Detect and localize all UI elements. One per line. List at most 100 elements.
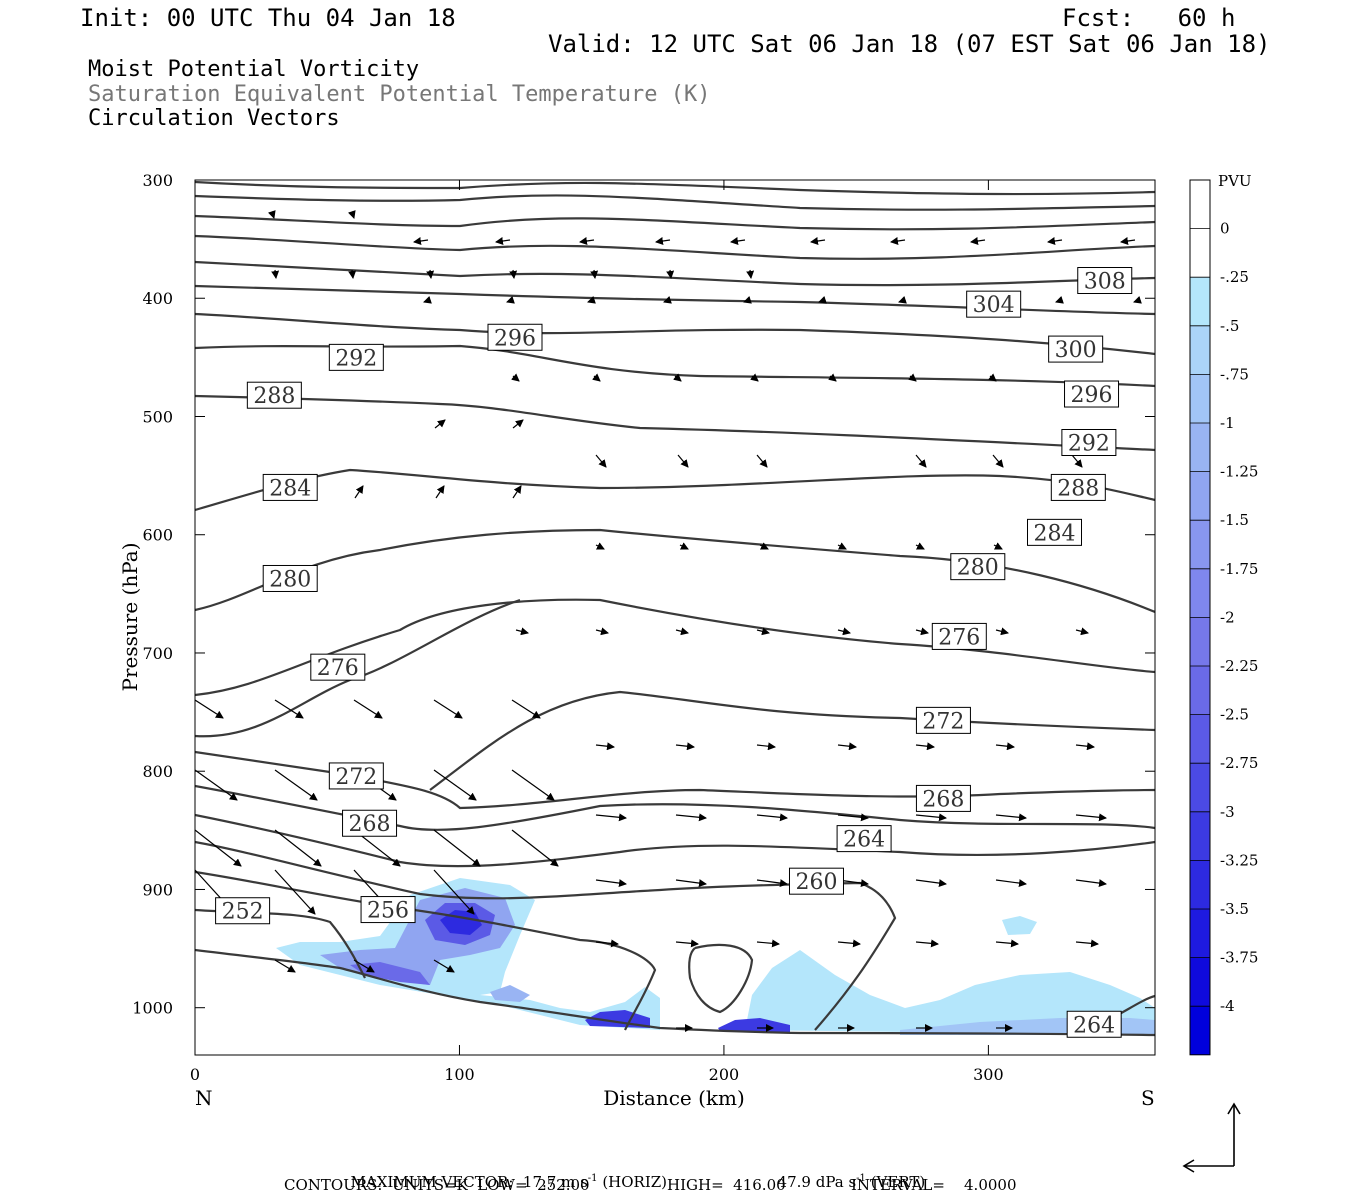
- colorbar-swatch: [1190, 617, 1210, 666]
- vector-arrow: [595, 742, 615, 751]
- contour-label: 288: [246, 381, 302, 409]
- vector-arrow: [837, 939, 861, 948]
- vector-arrow: [993, 542, 1003, 550]
- contour-label: 276: [310, 653, 366, 681]
- colorbar-swatch: [1190, 228, 1210, 278]
- contour-label: 260: [788, 867, 844, 895]
- vector-arrow: [511, 699, 541, 719]
- colorbar-label: -3.75: [1220, 949, 1258, 967]
- contour-label: 304: [966, 290, 1022, 318]
- valid-time: Valid: 12 UTC Sat 06 Jan 18 (07 EST Sat …: [548, 30, 1271, 58]
- colorbar-swatch: [1190, 909, 1210, 958]
- vector-arrow: [354, 485, 364, 499]
- colorbar-swatch: [1190, 1006, 1210, 1055]
- vector-arrow: [271, 269, 280, 279]
- pv-area-light-south: [745, 950, 1155, 1035]
- contour-label: 256: [360, 896, 416, 924]
- colorbar-label: -3.25: [1220, 851, 1258, 869]
- vector-arrow: [512, 419, 524, 429]
- title-sat-theta-e: Saturation Equivalent Potential Temperat…: [88, 82, 711, 107]
- vector-arrow: [195, 829, 242, 867]
- vector-arrow: [810, 237, 826, 245]
- colorbar-label: -1.75: [1220, 560, 1258, 578]
- contour-line: [195, 214, 1155, 231]
- colorbar-label: -1.25: [1220, 463, 1258, 481]
- contour-label-text: 260: [795, 870, 837, 895]
- colorbar-label: -2.75: [1220, 754, 1258, 772]
- contour-label: 292: [328, 343, 384, 371]
- contour-line: [195, 813, 1155, 868]
- vector-arrow: [730, 237, 746, 245]
- vector-arrow: [511, 829, 559, 867]
- plot-frame: [194, 179, 1156, 1056]
- contour-label: 284: [1027, 518, 1083, 546]
- contour-label: 272: [328, 762, 384, 790]
- vector-arrow: [1133, 295, 1142, 304]
- vector-arrow: [746, 269, 755, 279]
- vector-arrow: [423, 295, 432, 304]
- vector-arrow: [837, 742, 857, 751]
- contour-label-text: 288: [1057, 476, 1099, 501]
- vector-arrow: [595, 627, 609, 636]
- vector-arrow: [274, 869, 316, 915]
- contour-label-text: 292: [1068, 432, 1110, 457]
- contour-line: [688, 943, 754, 1014]
- x-axis-label: Distance (km): [603, 1086, 745, 1110]
- vector-arrow: [274, 699, 304, 719]
- contour-label-text: 284: [1034, 521, 1076, 546]
- vector-arrow: [512, 485, 522, 499]
- contour-line: [195, 948, 1155, 1037]
- colorbar-label: 0: [1220, 220, 1230, 238]
- vector-arrow: [1075, 627, 1089, 636]
- y-tick-label: 300: [142, 171, 173, 190]
- vector-arrow: [433, 829, 481, 867]
- contour-label: 264: [836, 825, 892, 853]
- vector-arrow: [595, 939, 619, 948]
- vector-arrow: [1071, 454, 1083, 468]
- vector-arrow: [675, 939, 699, 948]
- vector-arrow: [675, 627, 689, 636]
- contour-label: 292: [1061, 429, 1117, 457]
- vector-arrow: [915, 627, 929, 636]
- contour-label-text: 296: [1071, 383, 1113, 408]
- colorbar-label: -2: [1220, 608, 1235, 626]
- contour-label: 268: [915, 784, 971, 812]
- vector-arrow: [679, 542, 689, 550]
- vector-arrow: [413, 237, 429, 245]
- vector-arrow: [433, 959, 455, 973]
- x-tick-label: 0: [190, 1065, 200, 1084]
- vector-arrow: [915, 542, 925, 550]
- vector-arrow: [433, 699, 463, 719]
- pv-patch-a: [490, 985, 530, 1002]
- vector-arrow: [995, 627, 1009, 636]
- vector-arrow: [988, 373, 997, 382]
- y-tick-label: 1000: [132, 999, 173, 1018]
- vector-arrow: [595, 454, 607, 468]
- vector-arrow: [353, 699, 383, 719]
- x-end-left-label: N: [195, 1086, 213, 1110]
- max-vector-note: MAXIMUM VECTOR: 17.7 m s-1 (HORIZ): [350, 1173, 668, 1191]
- vector-arrow: [908, 373, 917, 382]
- colorbar-swatch: [1190, 471, 1210, 521]
- contour-label-text: 288: [253, 384, 295, 409]
- contour-label-text: 300: [1055, 338, 1097, 363]
- contour-label: 276: [931, 622, 987, 650]
- colorbar-label: -4: [1220, 997, 1235, 1015]
- colorbar-swatch: [1190, 180, 1210, 229]
- vector-arrow: [433, 769, 477, 801]
- vector-arrow: [995, 813, 1027, 822]
- y-tick-label: 400: [142, 289, 173, 308]
- colorbar-label: -2.25: [1220, 657, 1258, 675]
- vector-arrow: [274, 829, 322, 867]
- init-time: Init: 00 UTC Thu 04 Jan 18: [80, 4, 456, 32]
- contour-label-text: 268: [922, 787, 964, 812]
- vector-arrow: [1055, 295, 1064, 304]
- vector-arrow: [1120, 237, 1136, 245]
- vector-arrow: [675, 879, 707, 888]
- vector-arrow: [587, 295, 596, 304]
- contour-label: 280: [262, 564, 318, 592]
- contours-note: CONTOURS: UNITS=K LOW= 252.00: [284, 1176, 590, 1194]
- vector-arrow: [898, 295, 907, 304]
- contours-interval-note: INTERVAL= 4.0000: [851, 1176, 1017, 1194]
- contour-label-text: 268: [349, 812, 391, 837]
